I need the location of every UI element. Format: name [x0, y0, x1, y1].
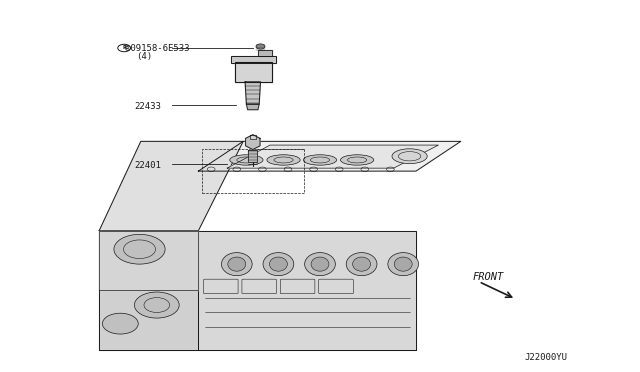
Polygon shape — [99, 141, 243, 231]
Polygon shape — [246, 135, 260, 150]
Ellipse shape — [303, 155, 337, 165]
Ellipse shape — [267, 155, 300, 165]
Ellipse shape — [269, 257, 287, 271]
Ellipse shape — [228, 257, 246, 271]
Text: ®09158-6E533: ®09158-6E533 — [125, 44, 189, 53]
Polygon shape — [246, 104, 259, 110]
Polygon shape — [245, 82, 260, 104]
Bar — [231, 56, 276, 63]
Ellipse shape — [346, 253, 377, 276]
Text: J22000YU: J22000YU — [525, 353, 568, 362]
Ellipse shape — [230, 155, 263, 165]
Text: R: R — [122, 45, 126, 51]
Polygon shape — [250, 135, 256, 139]
Polygon shape — [248, 150, 257, 162]
Polygon shape — [198, 231, 416, 350]
Text: (4): (4) — [136, 52, 152, 61]
Bar — [231, 56, 276, 63]
Ellipse shape — [388, 253, 419, 276]
Bar — [235, 62, 272, 82]
Circle shape — [134, 292, 179, 318]
Ellipse shape — [311, 257, 329, 271]
Polygon shape — [99, 231, 198, 290]
Text: 22401: 22401 — [134, 161, 161, 170]
Ellipse shape — [305, 253, 335, 276]
Ellipse shape — [353, 257, 371, 271]
Bar — [258, 50, 272, 56]
Bar — [258, 50, 272, 56]
Ellipse shape — [392, 149, 428, 164]
Polygon shape — [99, 231, 198, 350]
Ellipse shape — [263, 253, 294, 276]
Text: 22433: 22433 — [134, 102, 161, 110]
Circle shape — [114, 234, 165, 264]
Circle shape — [102, 313, 138, 334]
Ellipse shape — [221, 253, 252, 276]
Circle shape — [256, 44, 265, 49]
Polygon shape — [227, 145, 438, 168]
Polygon shape — [198, 141, 461, 171]
Ellipse shape — [340, 155, 374, 165]
Bar — [202, 149, 304, 193]
Text: FRONT: FRONT — [472, 272, 504, 282]
Ellipse shape — [394, 257, 412, 271]
Bar — [235, 62, 272, 82]
